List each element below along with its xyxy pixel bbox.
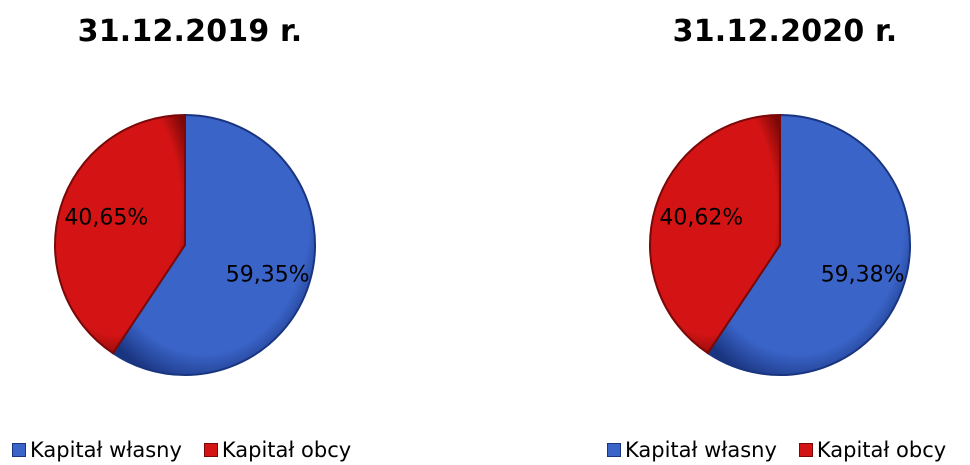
pie-chart-2020: 31.12.2020 r. 59,38% 40,62% Kapitał własn…: [580, 0, 970, 465]
pie-slice-kapital-wlasny: [111, 113, 316, 376]
pie-plot: 59,38% 40,62%: [649, 113, 911, 376]
legend-label: Kapitał obcy: [221, 438, 352, 462]
pie-chart-2019: 31.12.2019 r. 59,35% 40,65% Kapitał własn…: [0, 0, 420, 465]
chart-title: 31.12.2020 r.: [672, 14, 898, 49]
data-label: 40,62%: [659, 205, 743, 230]
legend-swatch-red: [798, 443, 813, 457]
legend-item-kapital-obcy: Kapitał obcy: [798, 438, 947, 462]
data-label: 59,38%: [821, 263, 905, 288]
chart-title: 31.12.2019 r.: [77, 14, 303, 49]
legend-swatch-blue: [607, 443, 621, 457]
legend-item-kapital-obcy: Kapitał obcy: [203, 438, 352, 462]
pie-slice-kapital-wlasny: [706, 113, 911, 376]
legend-swatch-blue: [12, 443, 26, 457]
legend-label: Kapitał własny: [30, 438, 182, 462]
pie-plot: 59,35% 40,65%: [54, 113, 316, 376]
chart-legend: Kapitał własny Kapitał obcy: [12, 438, 351, 462]
chart-legend: Kapitał własny Kapitał obcy: [607, 438, 946, 462]
pie-slice-kapital-obcy: [54, 113, 186, 355]
legend-swatch-red: [203, 443, 218, 457]
data-label: 59,35%: [226, 263, 310, 288]
legend-item-kapital-wlasny: Kapitał własny: [12, 438, 182, 462]
pie-slice-kapital-obcy: [649, 113, 781, 355]
legend-label: Kapitał obcy: [816, 438, 947, 462]
data-label: 40,65%: [64, 205, 148, 230]
legend-item-kapital-wlasny: Kapitał własny: [607, 438, 777, 462]
legend-label: Kapitał własny: [625, 438, 777, 462]
